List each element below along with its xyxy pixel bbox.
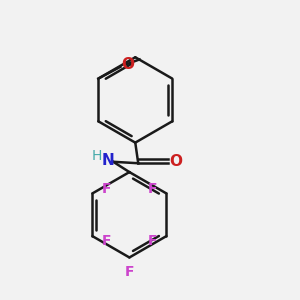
Text: O: O <box>121 57 134 72</box>
Text: N: N <box>101 153 114 168</box>
Text: F: F <box>102 233 111 248</box>
Text: F: F <box>148 233 157 248</box>
Text: F: F <box>124 265 134 279</box>
Text: H: H <box>92 149 102 164</box>
Text: F: F <box>102 182 111 196</box>
Text: F: F <box>148 182 157 196</box>
Text: O: O <box>169 154 182 169</box>
